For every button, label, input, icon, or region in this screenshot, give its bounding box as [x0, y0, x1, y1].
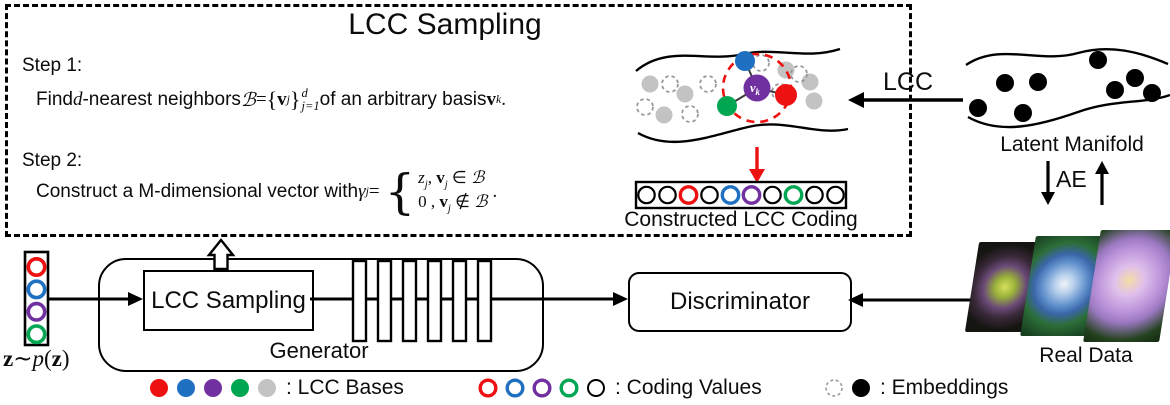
red-ring-swatch: [478, 378, 498, 398]
ae-down-arrow-head: [1041, 192, 1055, 205]
latent-manifold-curve-bottom: [967, 93, 1170, 129]
discriminator-label: Discriminator: [669, 288, 810, 315]
legend-coding-values-label: : Coding Values: [615, 376, 762, 399]
lcc-arrow-label: LCC: [882, 68, 933, 96]
legend-coding-values: : Coding Values: [477, 376, 762, 400]
ae-label: AE: [1056, 166, 1087, 192]
legend-lcc-bases-swatches: [148, 377, 278, 399]
lcc-sampling-block-label: LCC Sampling: [151, 286, 306, 314]
legend-lcc-bases-label: : LCC Bases: [286, 376, 404, 399]
lcc-sampling-block: LCC Sampling: [143, 270, 314, 331]
green-filled-swatch: [231, 379, 249, 397]
step1-label: Step 1:: [22, 55, 83, 76]
legend-embeddings-label: : Embeddings: [880, 376, 1009, 399]
legend-embeddings: : Embeddings: [823, 376, 1008, 400]
real-data-label: Real Data: [1039, 344, 1133, 367]
generator-box: [98, 258, 544, 372]
purple-filled-swatch: [204, 379, 222, 397]
lcc-sampling-title: LCC Sampling: [348, 8, 542, 41]
legend-coding-values-swatches: [477, 377, 607, 399]
gray-dashed-swatch: [825, 379, 843, 397]
latent-embedding-dots: [969, 51, 1161, 122]
purple-ring-swatch: [532, 378, 552, 398]
z-distribution-label: z∼p(z): [3, 346, 70, 371]
generator-label: Generator: [269, 338, 369, 363]
green-ring-swatch: [559, 378, 579, 398]
red-filled-swatch: [150, 379, 168, 397]
coding-label: Constructed LCC Coding: [624, 208, 858, 231]
lcc-sampling-dashed-box: [5, 4, 912, 237]
gray-filled-swatch: [258, 379, 276, 397]
discriminator-box: Discriminator: [628, 272, 852, 332]
latent-manifold-label: Latent Manifold: [1000, 133, 1144, 156]
cases-brace: {: [384, 163, 416, 220]
step1-text: Find d -nearest neighbors ℬ = {v j} d j=1 of…: [36, 85, 506, 113]
step2-label: Step 2:: [22, 150, 83, 171]
legend-lcc-bases: : LCC Bases: [148, 376, 404, 400]
script-B: ℬ: [240, 89, 256, 111]
z-vector-box: [23, 250, 50, 347]
blue-filled-swatch: [177, 379, 195, 397]
ae-up-arrow-head: [1095, 161, 1109, 174]
legend-embeddings-swatches: [823, 377, 872, 399]
latent-manifold-curve-top: [965, 47, 1169, 66]
blue-ring-swatch: [505, 378, 525, 398]
sup-sub-stack: d j=1: [301, 85, 320, 113]
black-filled-swatch: [852, 379, 870, 397]
z-vector-circles: [26, 256, 47, 345]
black-ring-thin-swatch: [587, 379, 605, 397]
generator-to-discriminator-arrow-head: [613, 292, 628, 306]
